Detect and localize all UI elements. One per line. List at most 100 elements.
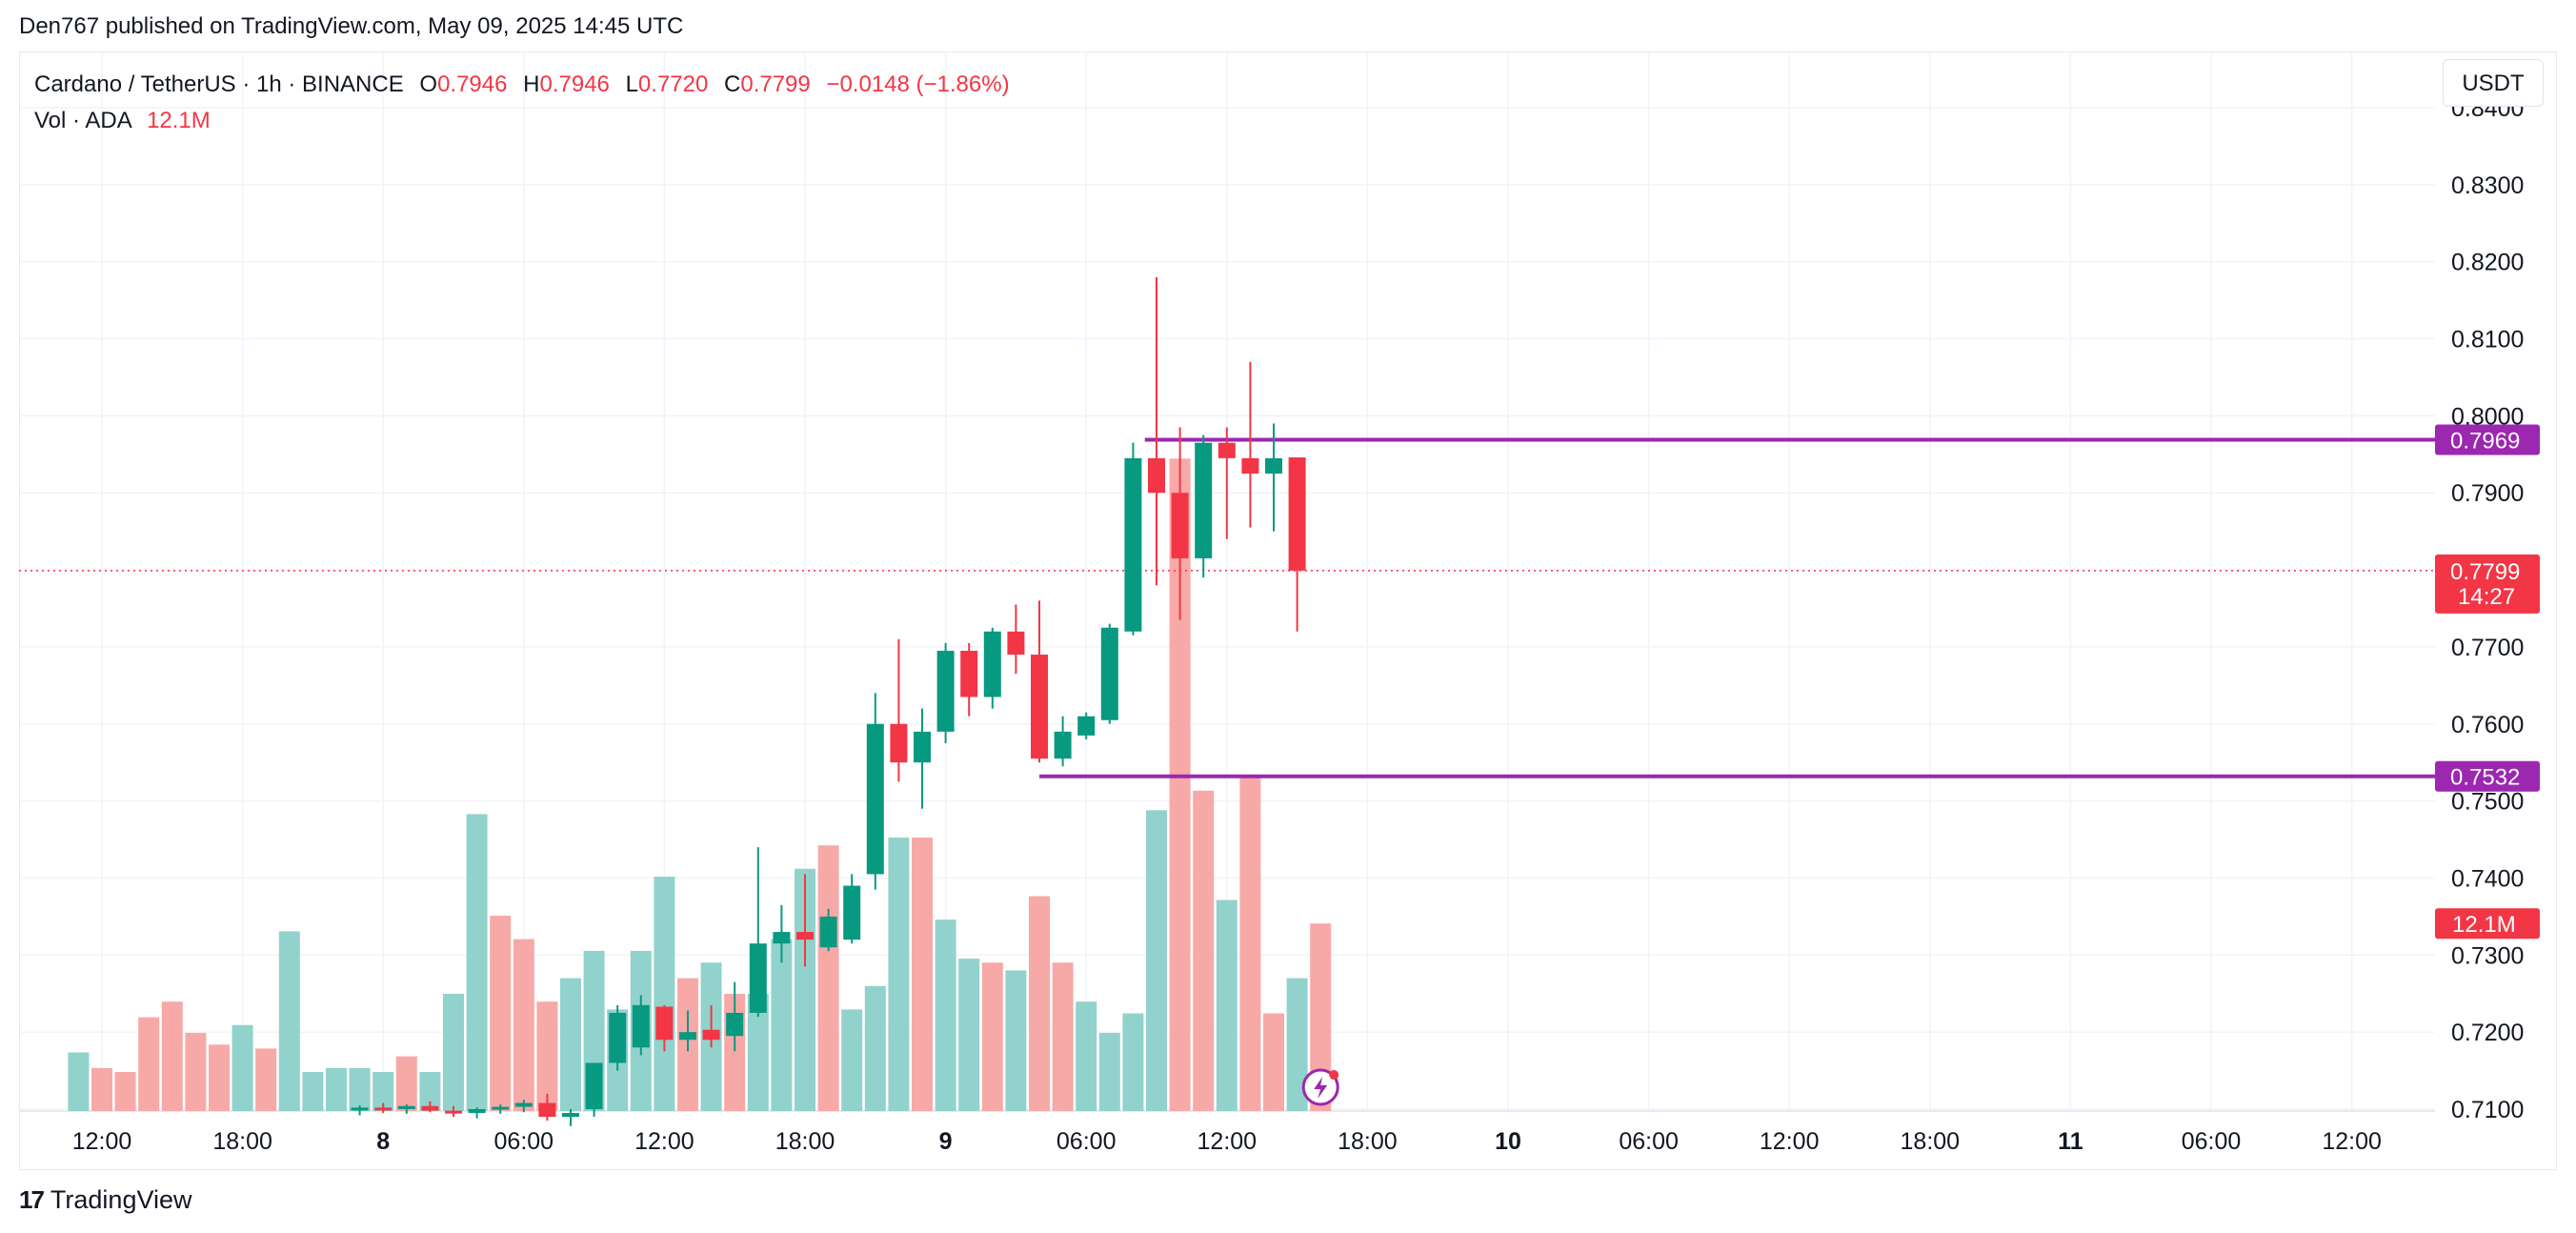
volume-bar — [349, 1067, 371, 1111]
candle — [538, 1093, 556, 1122]
low-label: L — [625, 71, 638, 97]
volume-bar — [1239, 775, 1261, 1111]
close-label: C — [724, 71, 741, 97]
candle-body — [890, 723, 908, 763]
candles — [351, 276, 1306, 1126]
tradingview-logo-icon[interactable]: 17 — [19, 1185, 45, 1214]
candle — [514, 1100, 533, 1113]
y-tick-label: 0.7700 — [2451, 635, 2524, 661]
candle — [1195, 435, 1213, 578]
candle-body — [679, 1032, 696, 1041]
volume-bar — [513, 939, 534, 1111]
candle — [632, 995, 650, 1056]
candle-body — [843, 885, 861, 940]
volume-bar — [302, 1072, 324, 1111]
current-price-badge — [2435, 554, 2540, 614]
candle — [1288, 457, 1306, 632]
volume-bar — [1052, 962, 1074, 1111]
ohlc-row: Cardano / TetherUS · 1h · BINANCE O0.794… — [34, 67, 1010, 103]
candle — [1100, 623, 1118, 724]
marker-dot — [1329, 1070, 1339, 1080]
symbol-label[interactable]: Cardano / TetherUS · 1h · BINANCE — [34, 71, 404, 97]
volume-bar — [958, 959, 980, 1111]
volume-bar — [1076, 1001, 1097, 1111]
chart-legend: Cardano / TetherUS · 1h · BINANCE O0.794… — [34, 67, 1010, 139]
candle-body — [655, 1006, 674, 1041]
candle-body — [468, 1109, 486, 1114]
chart-frame[interactable] — [19, 51, 2557, 1170]
marker-bolt — [1314, 1077, 1328, 1099]
candle-body — [1031, 655, 1048, 759]
candle — [960, 642, 978, 717]
volume-bar — [278, 931, 300, 1111]
volume-bar — [1216, 899, 1238, 1111]
footer-brand[interactable]: TradingView — [50, 1185, 192, 1214]
open-value: 0.7946 — [437, 71, 508, 97]
volume-bar — [1169, 458, 1191, 1111]
y-tick-label: 0.7500 — [2451, 789, 2524, 816]
candle — [655, 1004, 674, 1052]
volume-bar — [1098, 1033, 1120, 1111]
candle — [1241, 361, 1259, 528]
volume-bar — [419, 1072, 441, 1111]
horizontal-levels — [19, 437, 2435, 778]
y-tick-label: 0.7100 — [2451, 1097, 2524, 1123]
candle-body — [1077, 716, 1096, 736]
volume-bar — [1286, 978, 1308, 1111]
volume-bar — [231, 1024, 253, 1111]
volume-bar — [1122, 1013, 1144, 1111]
x-tick-label: 18:00 — [212, 1128, 272, 1155]
x-tick-label: 06:00 — [1619, 1128, 1679, 1155]
candle — [1265, 423, 1282, 532]
candle-body — [1241, 457, 1259, 475]
candle-body — [796, 932, 814, 940]
x-tick-label: 8 — [376, 1128, 390, 1155]
volume-bar — [161, 1001, 183, 1111]
candle — [726, 981, 744, 1052]
candle-body — [1007, 631, 1025, 656]
change-value: −0.0148 (−1.86%) — [826, 71, 1010, 97]
volume-bar — [395, 1056, 417, 1111]
candle-body — [749, 943, 767, 1013]
x-tick-label: 10 — [1495, 1128, 1521, 1155]
low-value: 0.7720 — [637, 71, 709, 97]
candle-body — [866, 723, 884, 875]
volume-bar — [888, 838, 910, 1111]
candle — [1124, 442, 1142, 636]
x-tick-label: 06:00 — [494, 1128, 554, 1155]
y-tick-label: 0.7300 — [2451, 942, 2524, 969]
y-tick-label: 0.7400 — [2451, 865, 2524, 892]
volume-bar — [654, 877, 675, 1111]
candle-body — [702, 1029, 720, 1041]
candle — [397, 1104, 415, 1114]
candle-body — [1265, 457, 1282, 475]
candle — [585, 1062, 603, 1118]
volume-bar — [209, 1044, 230, 1111]
news-marker — [1301, 1068, 1339, 1106]
countdown-label: 14:27 — [2458, 584, 2515, 610]
candle-body — [514, 1102, 533, 1107]
x-tick-label: 12:00 — [72, 1128, 132, 1155]
footer: 17 TradingView — [19, 1185, 192, 1215]
currency-button[interactable]: USDT — [2443, 59, 2544, 107]
candle — [468, 1107, 486, 1119]
volume-bar — [1193, 790, 1215, 1111]
x-tick-label: 12:00 — [634, 1128, 694, 1155]
y-tick-label: 0.8300 — [2451, 172, 2524, 199]
current-price-label: 0.7799 — [2450, 559, 2520, 585]
candle — [866, 693, 884, 890]
y-tick-label: 0.8200 — [2451, 250, 2524, 276]
volume-label[interactable]: Vol · ADA — [34, 108, 131, 133]
level-badge-label: 0.7532 — [2450, 765, 2520, 791]
lightning-icon[interactable] — [1301, 1068, 1339, 1106]
candle-body — [819, 916, 837, 948]
x-tick-label: 18:00 — [775, 1128, 835, 1155]
candle-body — [1195, 442, 1213, 558]
candle-body — [983, 631, 1001, 697]
volume-bar — [466, 814, 488, 1111]
volume-badge — [2435, 908, 2540, 940]
volume-bars — [68, 458, 1332, 1111]
volume-bar — [138, 1017, 160, 1111]
close-value: 0.7799 — [740, 71, 811, 97]
